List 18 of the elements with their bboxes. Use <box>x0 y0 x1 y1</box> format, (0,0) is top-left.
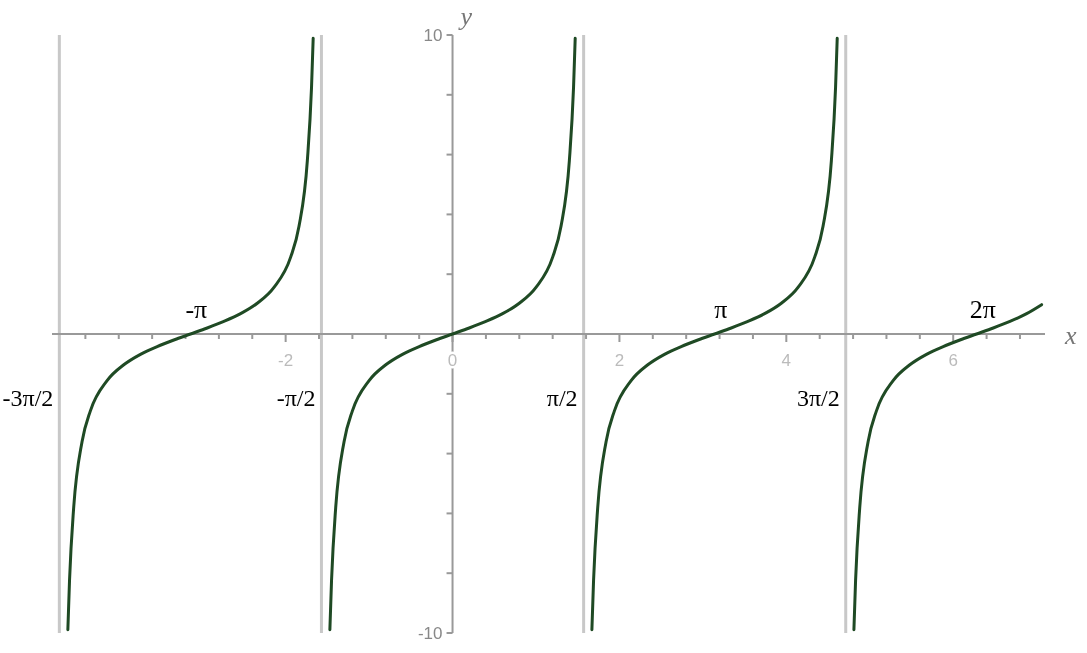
x-tick-label: 2 <box>614 351 625 370</box>
ref-line-label: 3π/2 <box>796 385 840 411</box>
annotation: π <box>714 295 728 324</box>
y-axis-title: y <box>457 2 473 31</box>
line-series <box>590 36 839 632</box>
x-axis-title: x <box>1064 321 1077 350</box>
x-tick-label: 6 <box>948 351 958 370</box>
annotation: -π <box>185 295 208 324</box>
ref-line-label: π/2 <box>546 385 578 411</box>
line-series <box>852 303 1044 632</box>
line-series <box>66 36 315 632</box>
x-tick-label: -2 <box>278 351 294 370</box>
y-tick-label: 10 <box>423 26 443 45</box>
x-tick-label: 4 <box>781 351 792 370</box>
ref-line-label: -3π/2 <box>2 385 54 411</box>
y-tick-label: -10 <box>417 624 443 643</box>
ref-line-label: -π/2 <box>276 385 316 411</box>
annotation: 2π <box>969 295 996 324</box>
